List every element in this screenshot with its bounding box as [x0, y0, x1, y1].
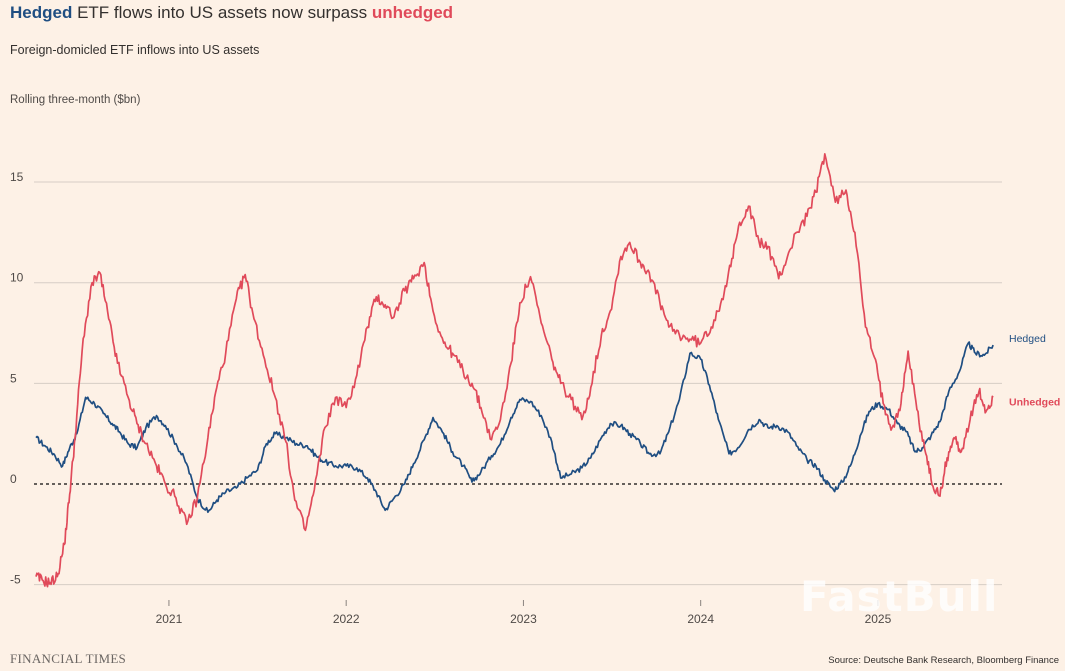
chart-title: Hedged ETF flows into US assets now surp… [10, 3, 453, 23]
chart-subtitle: Foreign-domicled ETF inflows into US ass… [10, 43, 260, 57]
y-tick-labels: -5 0 5 10 15 [10, 170, 24, 587]
x-tick-label: 2021 [156, 612, 183, 626]
y-tick-label: 15 [10, 170, 24, 184]
x-tick-label: 2022 [333, 612, 360, 626]
x-tick-labels: 2021 2022 2023 2024 2025 [156, 600, 892, 626]
y-tick-label: -5 [10, 573, 21, 587]
financial-times-logo: FINANCIAL TIMES [10, 651, 127, 666]
y-tick-label: 0 [10, 472, 17, 486]
title-unhedged-word: unhedged [371, 3, 454, 22]
title-middle-text: ETF flows into US assets now surpass [72, 3, 372, 22]
series-end-labels: Hedged Unhedged [1009, 333, 1060, 408]
fastbull-watermark: FastBull [800, 572, 999, 621]
x-tick-label: 2025 [865, 612, 892, 626]
gridlines [34, 181, 1002, 586]
series-end-label-unhedged: Unhedged [1009, 396, 1060, 408]
series-line-unhedged [35, 153, 994, 588]
series-end-label-hedged: Hedged [1009, 333, 1046, 345]
x-tick-label: 2024 [687, 612, 714, 626]
x-tick-label: 2023 [510, 612, 537, 626]
series-lines [35, 153, 994, 588]
series-line-hedged [35, 341, 994, 514]
title-hedged-word: Hedged [10, 3, 73, 22]
source-note: Source: Deutsche Bank Research, Bloomber… [828, 655, 1059, 666]
y-axis-unit-label: Rolling three-month ($bn) [10, 94, 141, 106]
y-tick-label: 5 [10, 371, 17, 385]
y-tick-label: 10 [10, 271, 24, 285]
